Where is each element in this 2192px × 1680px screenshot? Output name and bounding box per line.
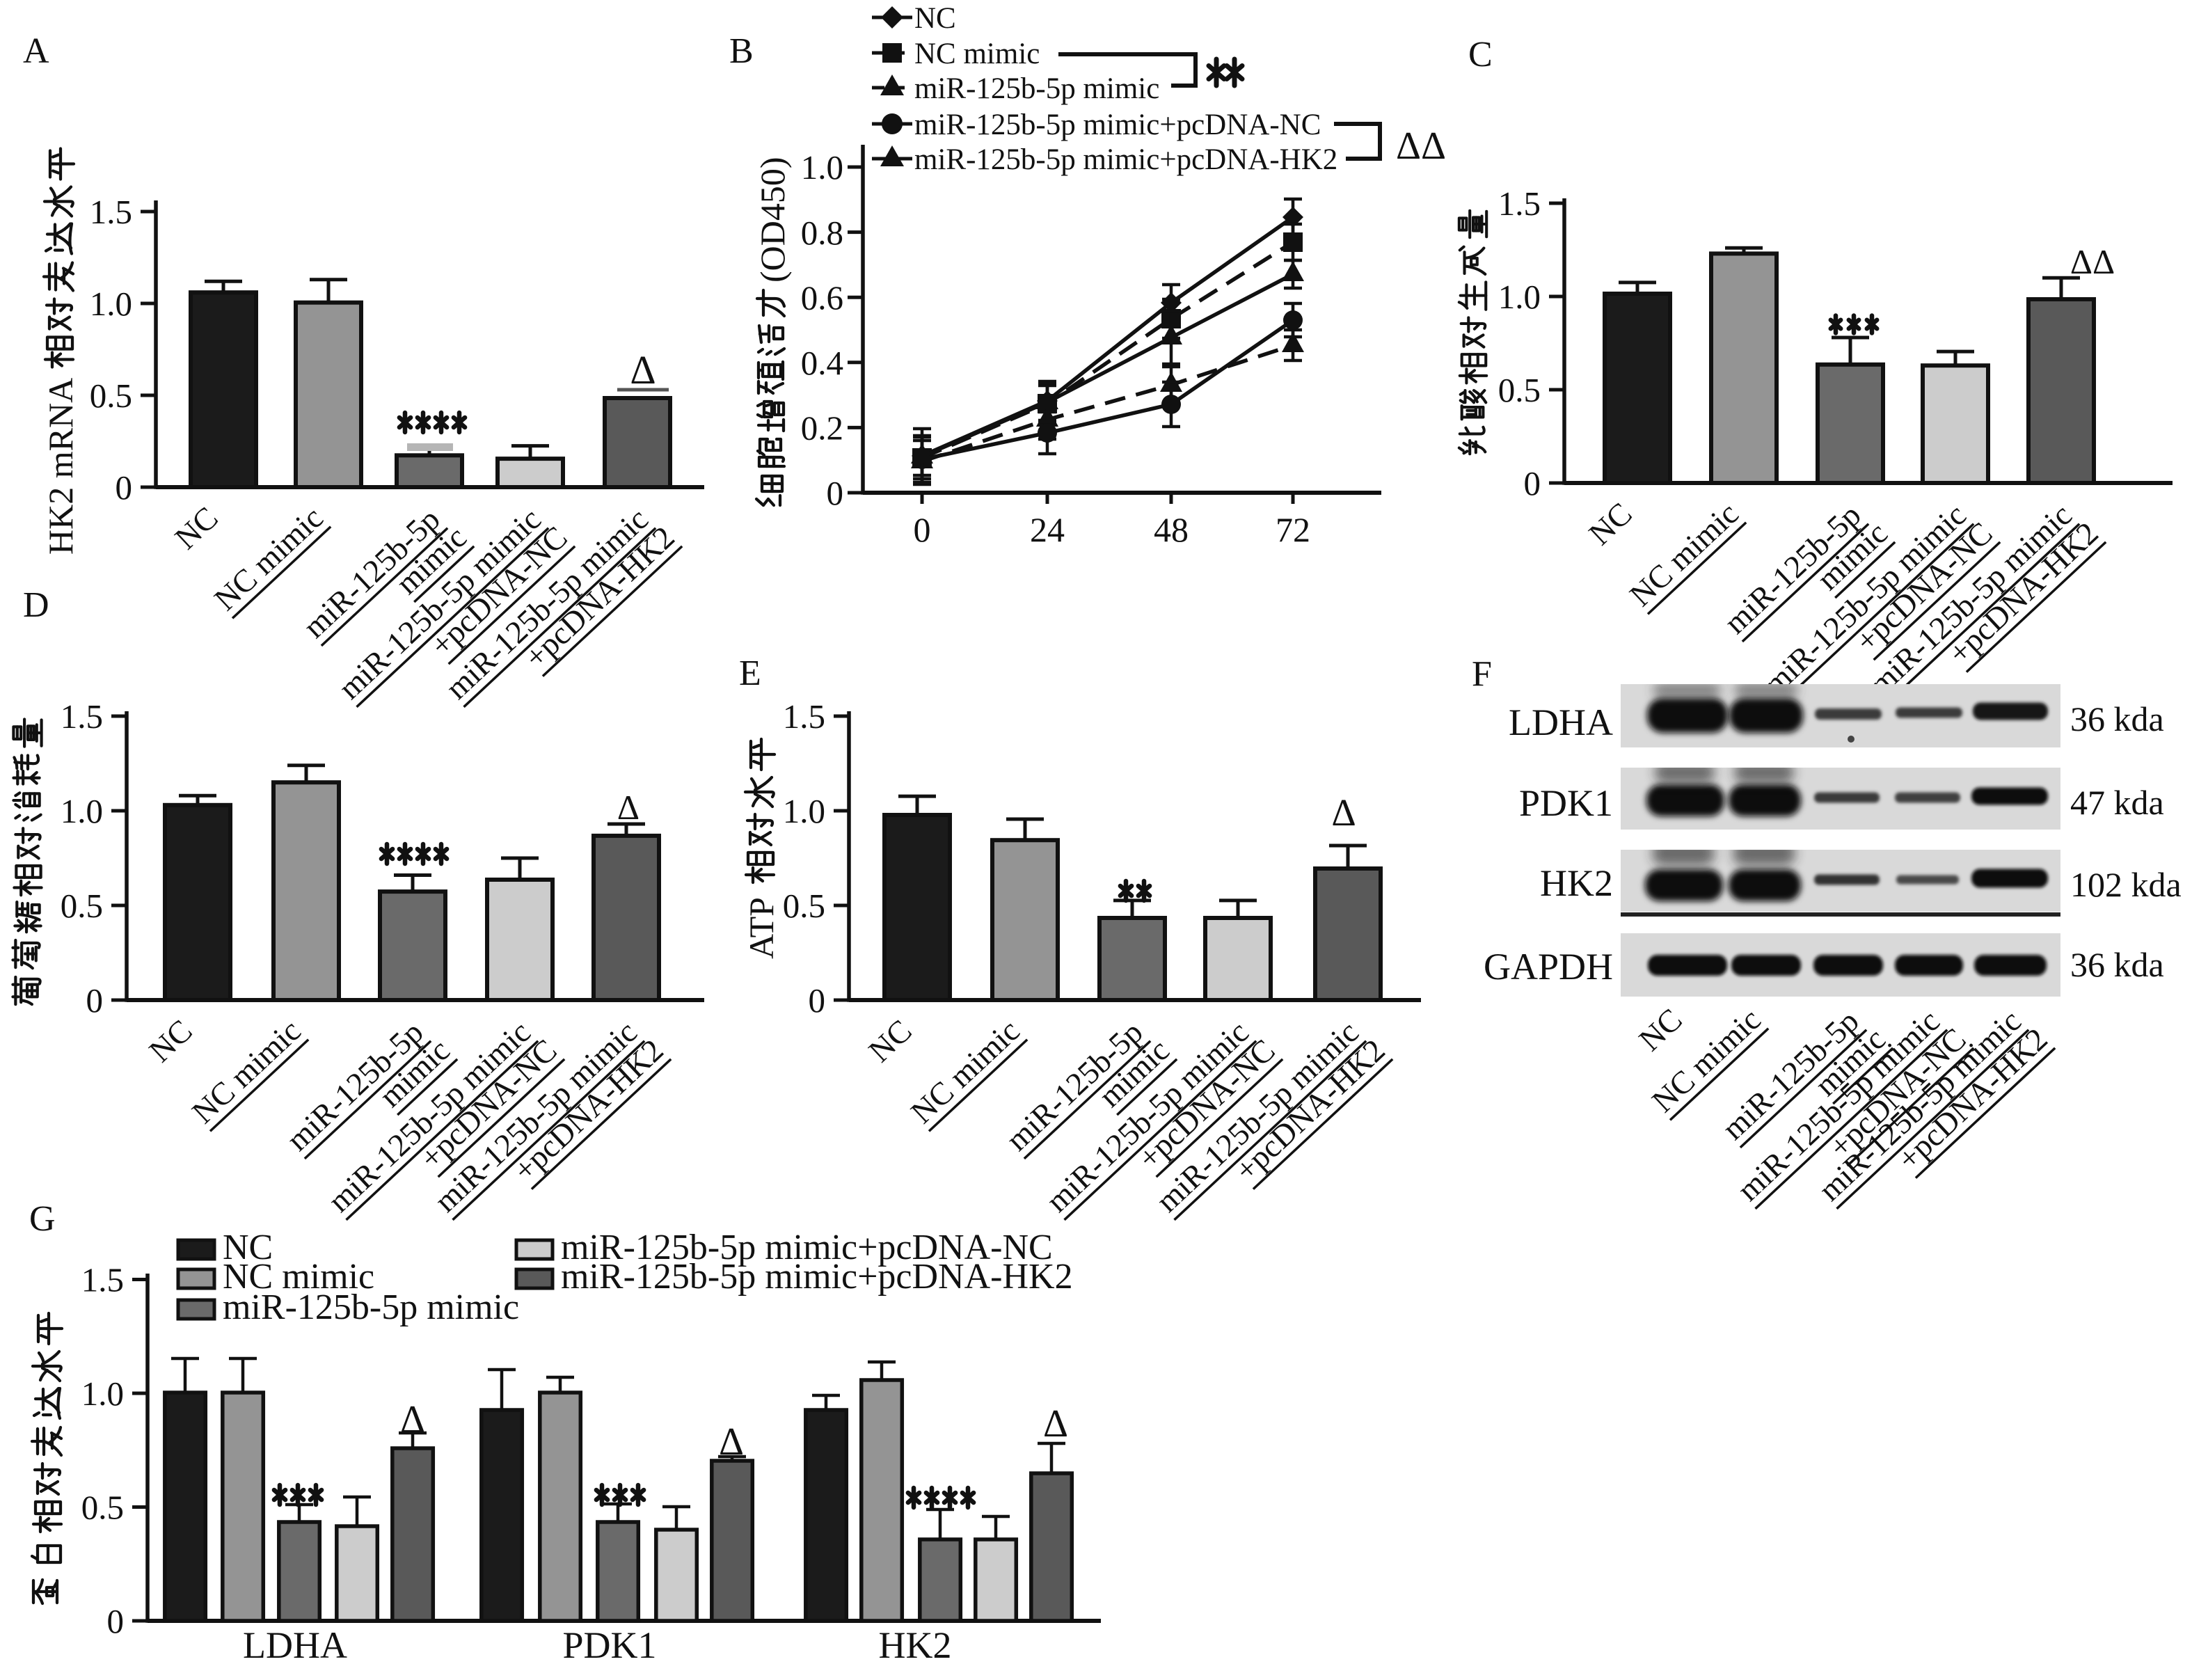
svg-text:0.5: 0.5 <box>1498 371 1541 409</box>
svg-text:NC mimic: NC mimic <box>223 1257 374 1297</box>
svg-text:1.5: 1.5 <box>90 193 132 231</box>
svg-text:miR-125b-5p mimic+pcDNA-HK2: miR-125b-5p mimic+pcDNA-HK2 <box>914 143 1337 176</box>
svg-text:A: A <box>23 31 49 71</box>
svg-text:Δ: Δ <box>1331 791 1356 834</box>
svg-text:NC: NC <box>223 1228 273 1267</box>
svg-text:0: 0 <box>116 468 133 507</box>
svg-text:1.0: 1.0 <box>81 1374 124 1413</box>
svg-text:1.5: 1.5 <box>1498 184 1541 223</box>
svg-text:F: F <box>1472 654 1492 694</box>
svg-text:LDHA: LDHA <box>1509 702 1613 743</box>
svg-text:ΔΔ: ΔΔ <box>2070 242 2115 281</box>
svg-text:Δ: Δ <box>630 347 656 393</box>
svg-text:0.8: 0.8 <box>801 214 843 252</box>
svg-text:1.5: 1.5 <box>81 1261 124 1299</box>
svg-text:LDHA: LDHA <box>243 1624 347 1666</box>
svg-text:HK2: HK2 <box>1540 862 1613 904</box>
svg-text:47 kda: 47 kda <box>2070 783 2164 822</box>
svg-text:0.6: 0.6 <box>801 278 843 317</box>
svg-text:E: E <box>739 653 761 693</box>
svg-text:1.0: 1.0 <box>90 285 132 323</box>
svg-text:36 kda: 36 kda <box>2070 945 2164 984</box>
svg-text:B: B <box>729 31 754 71</box>
svg-text:GAPDH: GAPDH <box>1484 946 1613 988</box>
svg-text:0: 0 <box>809 981 826 1020</box>
svg-text:1.0: 1.0 <box>783 792 825 830</box>
svg-text:miR-125b-5p mimic+pcDNA-NC: miR-125b-5p mimic+pcDNA-NC <box>561 1228 1053 1267</box>
svg-text:0: 0 <box>827 474 844 512</box>
svg-text:D: D <box>23 585 49 625</box>
svg-text:miR-125b-5p mimic+pcDNA-HK2: miR-125b-5p mimic+pcDNA-HK2 <box>561 1257 1073 1297</box>
svg-text:C: C <box>1468 35 1493 74</box>
svg-text:0: 0 <box>86 981 104 1020</box>
svg-text:0.5: 0.5 <box>81 1489 124 1527</box>
svg-text:0.5: 0.5 <box>90 377 132 415</box>
svg-text:1.0: 1.0 <box>1498 278 1541 316</box>
svg-text:0.5: 0.5 <box>783 887 825 925</box>
svg-text:HK2 mRNA: HK2 mRNA <box>41 378 80 555</box>
svg-text:1.5: 1.5 <box>783 697 825 736</box>
svg-text:0.4: 0.4 <box>801 344 843 382</box>
svg-text:miR-125b-5p mimic: miR-125b-5p mimic <box>223 1287 519 1327</box>
svg-text:1.5: 1.5 <box>61 697 103 736</box>
svg-text:miR-125b-5p mimic: miR-125b-5p mimic <box>914 72 1159 105</box>
svg-text:0: 0 <box>914 510 931 549</box>
svg-text:36 kda: 36 kda <box>2070 699 2164 738</box>
svg-text:24: 24 <box>1030 510 1065 549</box>
svg-text:0: 0 <box>107 1602 125 1640</box>
svg-text:102 kda: 102 kda <box>2070 865 2182 904</box>
svg-text:PDK1: PDK1 <box>1519 782 1613 824</box>
svg-text:G: G <box>29 1199 56 1239</box>
svg-text:ΔΔ: ΔΔ <box>1396 125 1446 168</box>
svg-text:0.2: 0.2 <box>801 409 843 447</box>
svg-text:48: 48 <box>1154 510 1189 549</box>
svg-text:Δ: Δ <box>1043 1402 1068 1445</box>
svg-text:0: 0 <box>1524 464 1541 502</box>
svg-text:1.0: 1.0 <box>801 148 843 187</box>
svg-text:Δ: Δ <box>617 788 640 827</box>
svg-text:Δ: Δ <box>719 1420 744 1464</box>
svg-text:0.5: 0.5 <box>61 887 103 925</box>
svg-text:PDK1: PDK1 <box>562 1624 656 1666</box>
svg-text:NC: NC <box>914 2 956 35</box>
svg-text:miR-125b-5p mimic+pcDNA-NC: miR-125b-5p mimic+pcDNA-NC <box>914 109 1321 141</box>
svg-text:ATP: ATP <box>742 897 781 959</box>
svg-text:1.0: 1.0 <box>61 792 103 830</box>
svg-text:Δ: Δ <box>400 1398 425 1441</box>
svg-text:NC mimic: NC mimic <box>914 38 1040 70</box>
svg-text:72: 72 <box>1276 510 1310 549</box>
svg-text:HK2: HK2 <box>879 1624 952 1666</box>
svg-text:(OD450): (OD450) <box>753 157 792 283</box>
